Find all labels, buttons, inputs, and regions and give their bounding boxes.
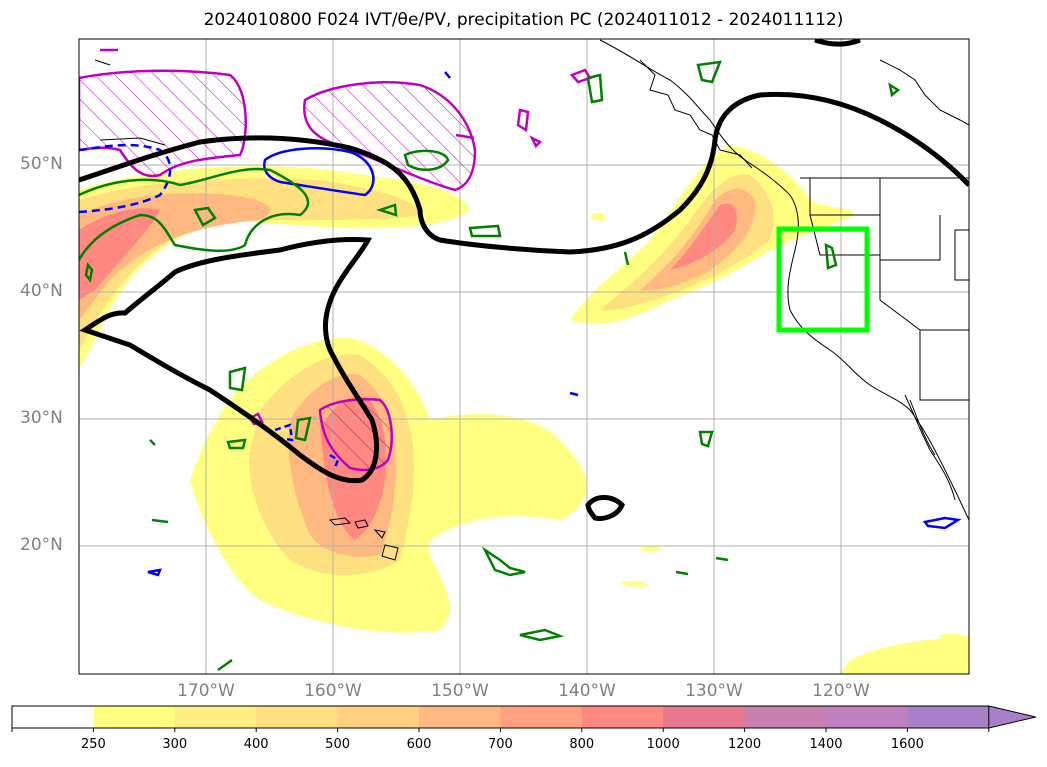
lat-label-30n: 30°N [20, 408, 63, 428]
black-contour-closed [79, 237, 380, 484]
blue-contours [79, 71, 962, 577]
black-contour-main [79, 91, 969, 255]
colorbar-segment-2 [174, 706, 257, 728]
colorbar-segment-4 [337, 706, 420, 728]
lon-label-140w: 140°W [558, 681, 616, 701]
colorbar [11, 705, 1036, 732]
black-contour-top [814, 39, 861, 47]
lon-label-130w: 130°W [685, 681, 743, 701]
north-america-coastline [599, 39, 969, 521]
baja-california [904, 394, 956, 501]
colorbar-segment-9 [744, 706, 827, 728]
colorbar-tick-label: 250 [80, 737, 106, 752]
map-title: 2024010800 F024 IVT/θe/PV, precipitation… [203, 10, 844, 30]
colorbar-tick-label: 300 [162, 737, 188, 752]
colorbar-tick-label: 500 [325, 737, 350, 752]
target-region-box [776, 226, 870, 333]
lon-label-120w: 120°W [812, 681, 870, 701]
map-plot-area [79, 39, 969, 674]
colorbar-tick-label: 1400 [809, 737, 843, 752]
lat-label-50n: 50°N [20, 154, 63, 174]
pv-contours [79, 48, 592, 472]
theta-e-contours [79, 60, 901, 672]
black-contour-small [585, 495, 625, 521]
colorbar-tick-label: 1000 [646, 737, 680, 752]
thick-black-contours [79, 39, 969, 521]
lat-label-40n: 40°N [20, 281, 63, 301]
lon-label-170w: 170°W [177, 681, 235, 701]
colorbar-extend-arrow [988, 705, 1036, 729]
colorbar-tick-label: 700 [487, 737, 513, 752]
colorbar-tick-label: 1600 [890, 737, 924, 752]
lat-label-20n: 20°N [20, 535, 63, 555]
colorbar-tick-label: 1200 [728, 737, 762, 752]
state-borders [809, 178, 969, 401]
colorbar-tick-label: 600 [406, 737, 432, 752]
colorbar-tick-label: 400 [243, 737, 269, 752]
map-frame [78, 38, 970, 675]
hawaii-islands [328, 517, 399, 561]
colorbar-segment-8 [663, 706, 746, 728]
colorbar-segment-11 [907, 706, 990, 728]
lon-label-160w: 160°W [304, 681, 362, 701]
colorbar-segment-6 [500, 706, 583, 728]
colorbar-segment-5 [419, 706, 501, 728]
colorbar-segment-3 [256, 706, 339, 728]
lon-label-150w: 150°W [431, 681, 489, 701]
canada-coast-detail [639, 59, 969, 169]
colorbar-tick-label: 800 [569, 737, 595, 752]
colorbar-segment-7 [581, 706, 664, 728]
colorbar-segment-10 [826, 706, 908, 728]
colorbar-segment-1 [93, 706, 176, 728]
colorbar-segment-0 [12, 706, 94, 728]
